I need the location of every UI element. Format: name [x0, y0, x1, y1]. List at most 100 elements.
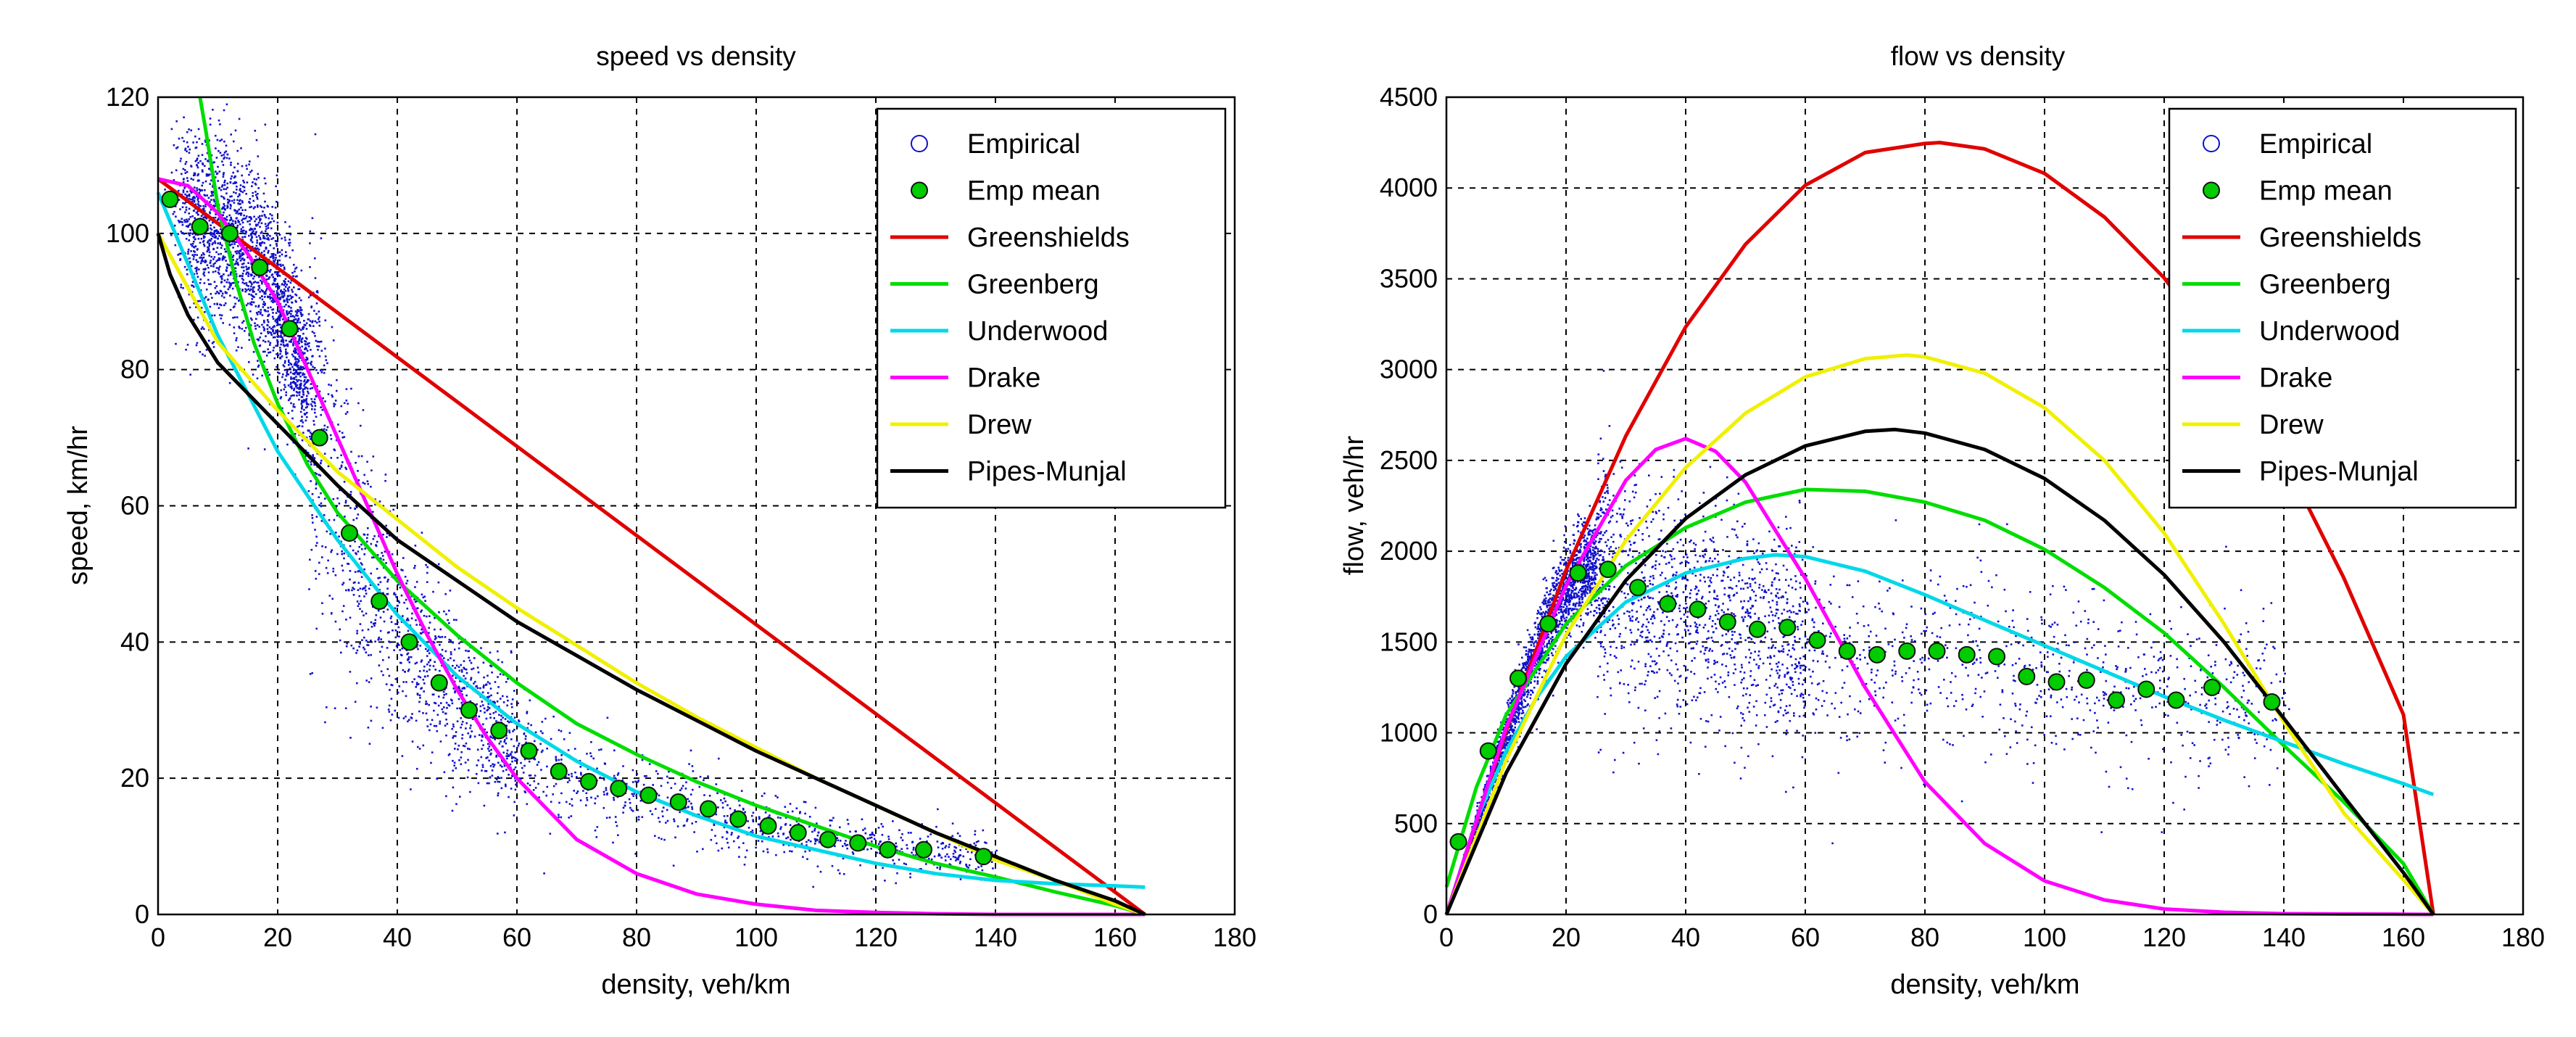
empirical-point [1654, 511, 1657, 513]
y-tick-label: 0 [135, 899, 149, 929]
empirical-point [283, 288, 286, 291]
empirical-point [211, 235, 214, 237]
empirical-point [1583, 536, 1585, 539]
empirical-point [490, 694, 492, 697]
empirical-point [517, 702, 519, 705]
empirical-point [222, 256, 224, 259]
empirical-point [307, 318, 310, 321]
empirical-point [450, 653, 452, 656]
empirical-point [264, 296, 266, 298]
empirical-point [441, 648, 444, 651]
empirical-point [568, 817, 570, 819]
empirical-point [693, 831, 695, 833]
empirical-point [173, 144, 175, 146]
empirical-point [332, 497, 335, 500]
empirical-point [433, 709, 435, 712]
empirical-point [486, 782, 489, 785]
empirical-point [270, 238, 273, 240]
empirical-point [766, 848, 769, 851]
empirical-point [1796, 695, 1798, 698]
empirical-point [1782, 714, 1785, 716]
empirical-point [376, 540, 378, 543]
empirical-point [366, 644, 368, 646]
empirical-point [199, 190, 202, 192]
empirical-point [283, 369, 286, 371]
empirical-point [241, 289, 244, 291]
empirical-point [750, 831, 752, 833]
empirical-point [493, 764, 496, 766]
empirical-point [300, 382, 302, 385]
empirical-point [672, 864, 675, 867]
empirical-point [268, 217, 270, 220]
empirical-point [289, 367, 291, 370]
empirical-point [291, 302, 294, 304]
empirical-point [417, 745, 419, 748]
empirical-point [196, 157, 199, 160]
empirical-point [2232, 708, 2235, 710]
empirical-point [241, 174, 243, 177]
empirical-point [327, 559, 329, 562]
empirical-point [495, 756, 497, 758]
empirical-point [898, 859, 900, 861]
empirical-point [2269, 748, 2272, 751]
empirical-point [212, 186, 214, 188]
empirical-point [192, 241, 195, 243]
empirical-point [568, 779, 571, 782]
empirical-point [473, 657, 476, 659]
empirical-point [803, 801, 805, 803]
empirical-point [288, 298, 291, 301]
empirical-point [1567, 569, 1570, 572]
empirical-point [1926, 709, 1929, 712]
empirical-point [447, 703, 450, 706]
empirical-point [189, 373, 191, 376]
empirical-point [450, 657, 452, 659]
empirical-point [666, 775, 668, 778]
empirical-point [363, 482, 366, 485]
empirical-point [370, 572, 372, 575]
empirical-point [505, 735, 508, 737]
empirical-point [1610, 645, 1612, 648]
empirical-point [228, 199, 231, 202]
empirical-point [1755, 595, 1757, 597]
empirical-point [297, 392, 299, 394]
empirical-point [388, 640, 390, 643]
empirical-point [500, 719, 502, 721]
empirical-point [173, 179, 175, 181]
empirical-point [278, 251, 281, 254]
empirical-point [272, 312, 274, 314]
empirical-point [290, 402, 292, 405]
empirical-point [180, 157, 182, 160]
empirical-point [185, 209, 188, 211]
empirical-point [207, 159, 210, 162]
emp-mean-point [430, 674, 448, 692]
empirical-point [426, 703, 428, 705]
empirical-point [1789, 609, 1791, 612]
empirical-point [260, 231, 263, 233]
empirical-point [594, 829, 597, 832]
empirical-point [288, 286, 291, 289]
empirical-point [221, 186, 223, 188]
empirical-point [338, 535, 340, 538]
empirical-point [537, 748, 539, 751]
empirical-point [238, 252, 240, 255]
empirical-point [203, 271, 205, 273]
empirical-point [982, 829, 985, 832]
empirical-point [742, 807, 745, 810]
empirical-point [491, 774, 494, 777]
empirical-point [297, 361, 299, 363]
empirical-point [506, 757, 508, 760]
empirical-point [428, 648, 430, 651]
empirical-point [1585, 584, 1587, 587]
empirical-point [267, 315, 269, 318]
empirical-point [272, 257, 274, 260]
empirical-point [204, 259, 207, 262]
empirical-point [302, 368, 305, 370]
empirical-point [273, 247, 275, 249]
empirical-point [182, 168, 185, 170]
empirical-point [249, 171, 252, 173]
empirical-point [1524, 669, 1527, 672]
empirical-point [233, 316, 236, 318]
empirical-point [492, 765, 495, 768]
empirical-point [230, 271, 232, 273]
empirical-point [310, 306, 312, 309]
